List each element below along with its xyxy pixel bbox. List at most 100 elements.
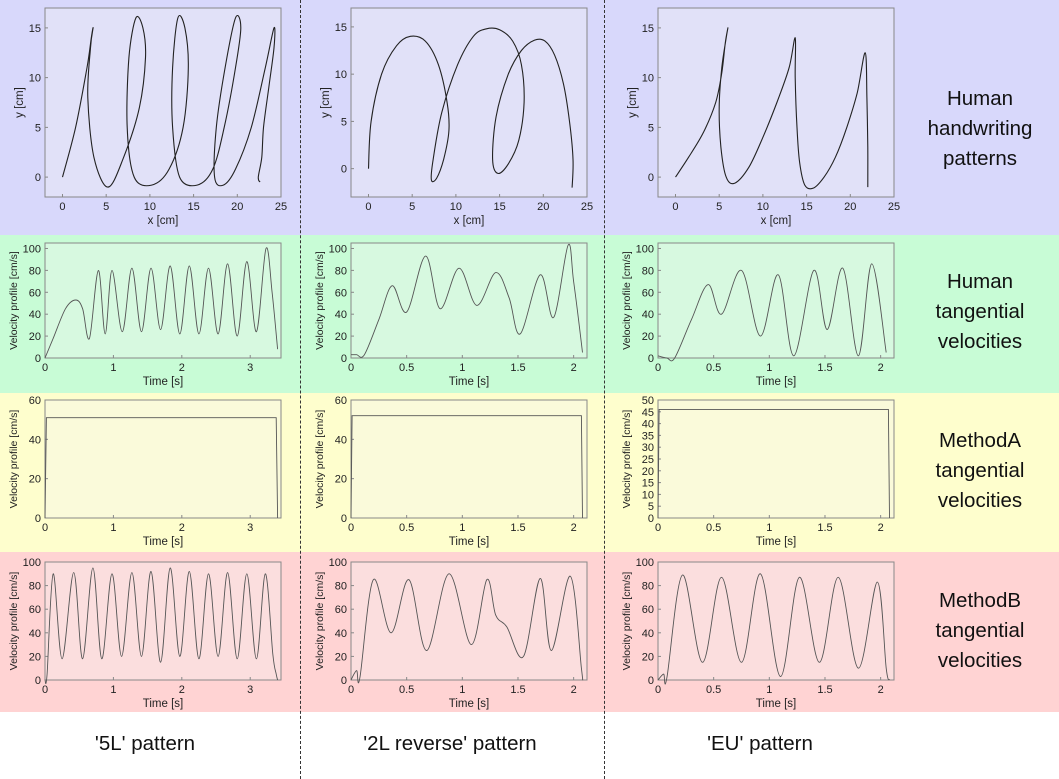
data-line [657, 573, 890, 685]
data-line [44, 567, 279, 684]
subplot-3-0: 0 1 2 3 0 20 40 60 80 100 Time [s] Velocity profile… [8, 557, 282, 710]
plot-area [350, 561, 588, 681]
x-tick-label: 1 [766, 362, 772, 374]
x-axis-label: Time [s] [143, 536, 183, 548]
x-tick-label: 2 [878, 362, 884, 374]
y-axis-label: Velocity profile [cm/s] [621, 572, 633, 671]
x-tick-label: 0 [348, 684, 354, 696]
y-axis-label: Velocity profile [cm/s] [314, 410, 326, 509]
row-band-human-patterns [0, 0, 1059, 235]
x-tick-label: 1 [110, 684, 116, 696]
y-tick-label: 30 [642, 442, 654, 454]
x-tick-label: 0.5 [399, 522, 414, 534]
column-label-eu: 'EU' pattern [707, 732, 813, 755]
row-label-line: tangential [935, 459, 1025, 482]
row-label-methoda-velocities: MethodA tangential velocities [905, 426, 1055, 516]
plot-area [350, 242, 588, 359]
x-axis-label: Time [s] [756, 536, 796, 548]
x-axis-label: Time [s] [449, 376, 489, 388]
x-tick-label: 1.5 [817, 362, 832, 374]
x-tick-label: 1 [766, 684, 772, 696]
y-tick-label: 80 [335, 265, 347, 277]
y-tick-label: 5 [648, 501, 654, 513]
x-axis-label: x [cm] [761, 215, 792, 227]
y-tick-label: 0 [341, 164, 347, 176]
y-tick-label: 0 [35, 353, 41, 365]
row-label-human-patterns: Human handwriting patterns [905, 84, 1055, 174]
x-tick-label: 0.5 [706, 522, 721, 534]
x-tick-label: 0 [42, 522, 48, 534]
x-tick-label: 2 [179, 684, 185, 696]
y-tick-label: 40 [642, 309, 654, 321]
x-tick-label: 0.5 [399, 362, 414, 374]
y-tick-label: 5 [341, 116, 347, 128]
row-label-human-velocities: Human tangential velocities [905, 267, 1055, 357]
row-label-line: Human [946, 87, 1014, 110]
y-tick-label: 0 [35, 675, 41, 687]
x-tick-label: 0.5 [399, 684, 414, 696]
data-line [657, 408, 890, 519]
x-tick-label: 0 [365, 201, 371, 213]
plot-area [657, 242, 895, 359]
y-tick-label: 40 [29, 434, 41, 446]
row-label-line: patterns [942, 147, 1018, 170]
y-tick-label: 10 [335, 69, 347, 81]
x-tick-label: 1 [110, 362, 116, 374]
y-tick-label: 20 [335, 651, 347, 663]
plot-area [44, 242, 282, 359]
y-axis-label: Velocity profile [cm/s] [621, 410, 633, 509]
y-tick-label: 20 [29, 474, 41, 486]
y-axis-label: Velocity profile [cm/s] [621, 251, 633, 350]
y-tick-label: 100 [23, 243, 41, 255]
subplot-0-0: 0 5 10 15 20 25 0 5 10 15 x [cm] y [cm] [14, 7, 287, 227]
x-tick-label: 2 [571, 684, 577, 696]
x-tick-label: 3 [247, 362, 253, 374]
row-label-line: velocities [937, 330, 1023, 353]
x-tick-label: 1 [110, 522, 116, 534]
x-tick-label: 2 [179, 522, 185, 534]
plot-area [350, 399, 588, 519]
y-tick-label: 20 [335, 474, 347, 486]
y-tick-label: 0 [648, 353, 654, 365]
x-axis-label: Time [s] [143, 698, 183, 710]
x-tick-label: 25 [888, 201, 900, 213]
x-axis-label: x [cm] [454, 215, 485, 227]
x-axis-label: Time [s] [756, 376, 796, 388]
y-axis-label: y [cm] [14, 87, 26, 118]
x-axis-label: Time [s] [449, 536, 489, 548]
x-tick-label: 0 [59, 201, 65, 213]
y-tick-label: 5 [35, 122, 41, 134]
data-line [44, 417, 279, 519]
y-axis-label: Velocity profile [cm/s] [314, 251, 326, 350]
column-divider-right [604, 0, 605, 779]
x-tick-label: 1 [459, 684, 465, 696]
data-line [61, 14, 276, 188]
y-tick-label: 0 [341, 353, 347, 365]
x-tick-label: 1.5 [817, 522, 832, 534]
row-label-methodb-velocities: MethodB tangential velocities [905, 586, 1055, 676]
row-label-line: tangential [935, 300, 1025, 323]
y-tick-label: 60 [642, 604, 654, 616]
x-tick-label: 0 [655, 362, 661, 374]
y-tick-label: 20 [642, 466, 654, 478]
x-axis-label: x [cm] [148, 215, 179, 227]
y-tick-label: 60 [642, 287, 654, 299]
y-tick-label: 100 [23, 557, 41, 569]
x-tick-label: 0 [672, 201, 678, 213]
x-tick-label: 2 [571, 522, 577, 534]
y-tick-label: 0 [648, 675, 654, 687]
y-tick-label: 80 [642, 581, 654, 593]
x-tick-label: 1.5 [817, 684, 832, 696]
y-tick-label: 10 [29, 73, 41, 85]
y-tick-label: 100 [329, 557, 347, 569]
y-tick-label: 0 [648, 172, 654, 184]
x-tick-label: 20 [231, 201, 243, 213]
y-tick-label: 20 [642, 651, 654, 663]
x-tick-label: 3 [247, 684, 253, 696]
y-tick-label: 0 [35, 172, 41, 184]
y-tick-label: 60 [335, 395, 347, 407]
y-tick-label: 0 [341, 513, 347, 525]
x-tick-label: 0.5 [706, 362, 721, 374]
